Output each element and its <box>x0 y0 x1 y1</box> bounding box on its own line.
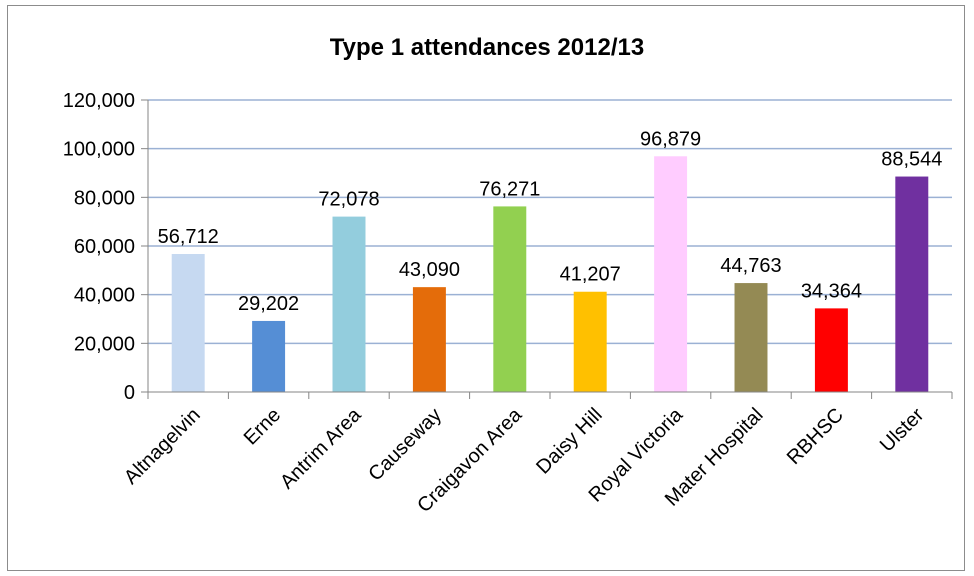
y-tick-label: 100,000 <box>63 139 135 161</box>
data-labels: 56,712 29,202 72,078 43,090 76,271 41,207 96,8… <box>158 128 943 315</box>
bar <box>171 254 205 392</box>
bar <box>252 320 286 392</box>
y-tick-label: 20,000 <box>74 333 135 355</box>
x-tick-label: Causeway <box>364 404 446 486</box>
bar <box>734 283 768 392</box>
x-tick-label: Erne <box>240 404 285 449</box>
data-label: 41,207 <box>560 264 621 286</box>
y-tick-label: 60,000 <box>74 236 135 258</box>
x-tick-label: Daisy Hill <box>532 404 606 478</box>
data-label: 44,763 <box>720 255 781 277</box>
y-tick-label: 0 <box>124 382 135 404</box>
bar <box>332 216 366 392</box>
bar <box>573 291 607 392</box>
x-tick-label: Ulster <box>876 404 929 457</box>
data-label: 96,879 <box>640 128 701 150</box>
data-label: 43,090 <box>399 259 460 281</box>
x-tick-label: RBHSC <box>783 404 848 469</box>
y-tick-label: 120,000 <box>63 90 135 112</box>
y-tick-label: 40,000 <box>74 285 135 307</box>
x-tick-label: Altnagelvin <box>120 404 205 489</box>
data-label: 72,078 <box>318 189 379 211</box>
chart-title: Type 1 attendances 2012/13 <box>329 34 645 61</box>
y-axis: 0 20,000 40,000 60,000 80,000 100,000 120,000 <box>63 90 149 404</box>
data-label: 34,364 <box>801 280 862 302</box>
bar <box>412 287 446 392</box>
bar <box>814 308 848 392</box>
bar <box>654 156 688 392</box>
data-label: 29,202 <box>238 293 299 315</box>
x-tick-label: Antrim Area <box>276 403 366 493</box>
bar <box>493 206 527 392</box>
bar <box>895 176 929 392</box>
y-tick-label: 80,000 <box>74 187 135 209</box>
data-label: 88,544 <box>881 149 942 171</box>
data-label: 76,271 <box>479 178 540 200</box>
data-label: 56,712 <box>158 226 219 248</box>
bars <box>171 156 929 392</box>
gridlines <box>148 99 952 345</box>
